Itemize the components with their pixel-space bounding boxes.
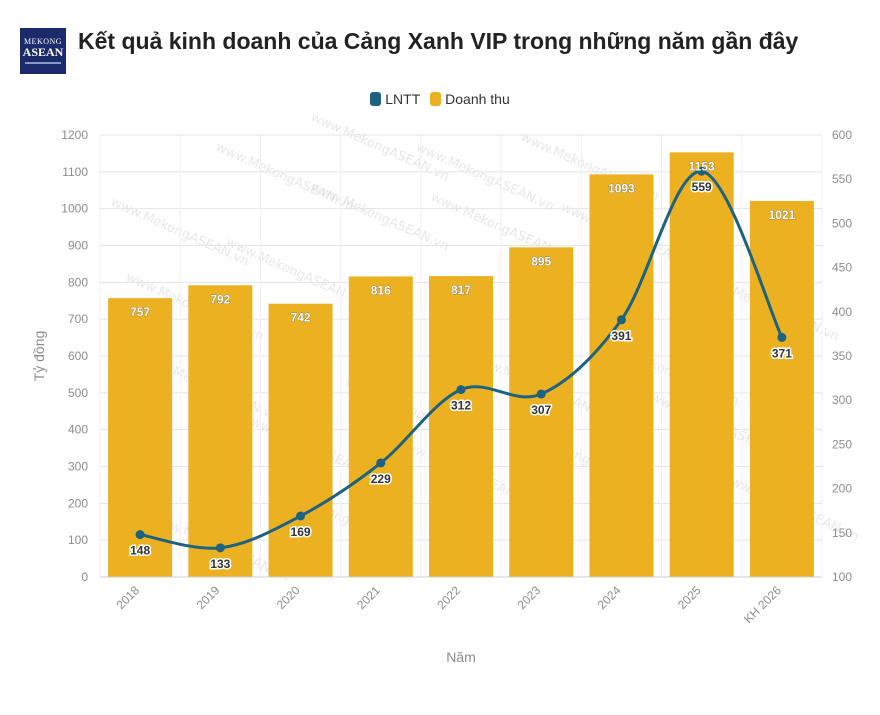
x-tick-label: 2025 xyxy=(675,583,704,612)
y2-tick-label: 150 xyxy=(832,526,852,540)
x-tick-label: KH 2026 xyxy=(741,583,784,626)
legend-swatch-doanh-thu xyxy=(430,92,442,106)
x-axis-title: Năm xyxy=(446,649,476,665)
line-value-label: 391 xyxy=(611,329,631,343)
bar-doanh-thu xyxy=(589,174,654,577)
bar-doanh-thu xyxy=(348,276,413,577)
data-labels: 757 792 742 816 817 895 1093 1153 1021 148 133 169 2… xyxy=(129,159,796,572)
bar-value-label: 1021 xyxy=(769,208,796,222)
point-lntt xyxy=(616,315,626,325)
bar-doanh-thu xyxy=(188,285,253,577)
y2-tick-label: 200 xyxy=(832,482,852,496)
y-tick-label: 1100 xyxy=(62,165,88,179)
bar-value-label: 757 xyxy=(130,305,150,319)
logo-line2: ASEAN xyxy=(22,45,64,59)
point-lntt xyxy=(777,332,787,342)
y2-tick-label: 350 xyxy=(832,349,852,363)
logo-line1: MEKONG xyxy=(23,37,63,46)
y-tick-label: 300 xyxy=(68,460,88,474)
profit-line xyxy=(135,166,787,553)
logo-rule xyxy=(25,62,61,64)
point-lntt xyxy=(376,458,386,468)
y-tick-label: 0 xyxy=(81,570,88,584)
y-tick-label: 800 xyxy=(68,275,88,289)
y-tick-label: 1000 xyxy=(61,202,88,216)
x-tick-label: 2022 xyxy=(434,583,463,612)
watermark-text: www.MekongASEAN.vn xyxy=(308,180,451,255)
chart-title: Kết quả kinh doanh của Cảng Xanh VIP tro… xyxy=(78,28,799,54)
y-tick-label: 600 xyxy=(68,349,88,363)
y-tick-label: 400 xyxy=(68,423,88,437)
x-tick-label: 2018 xyxy=(113,583,142,612)
point-lntt xyxy=(135,530,145,540)
legend-item-lntt[interactable]: LNTT xyxy=(370,91,420,107)
point-lntt xyxy=(697,166,707,176)
legend-label-lntt: LNTT xyxy=(385,91,421,107)
legend-swatch-lntt xyxy=(370,92,382,106)
line-value-label: 559 xyxy=(692,180,712,194)
y2-tick-label: 300 xyxy=(832,393,852,407)
bar-value-label: 792 xyxy=(210,292,230,306)
x-tick-label: 2021 xyxy=(354,583,383,612)
y-tick-label: 1200 xyxy=(61,128,88,142)
bar-value-label: 1153 xyxy=(689,159,715,173)
x-tick-label: 2020 xyxy=(274,583,303,612)
x-tick-label: 2024 xyxy=(595,583,624,612)
y-tick-label: 500 xyxy=(68,386,88,400)
line-value-label: 148 xyxy=(130,544,150,558)
line-value-label: 133 xyxy=(210,557,230,571)
legend: LNTT Doanh thu xyxy=(0,91,880,107)
point-lntt xyxy=(215,543,225,553)
bar-doanh-thu xyxy=(749,200,814,577)
line-value-label: 312 xyxy=(451,399,471,413)
point-lntt xyxy=(296,511,306,521)
y-tick-label: 900 xyxy=(68,239,88,253)
bar-value-label: 895 xyxy=(531,254,551,268)
mekong-asean-logo: MEKONG ASEAN xyxy=(20,28,66,74)
y2-tick-label: 400 xyxy=(832,305,852,319)
bar-doanh-thu xyxy=(268,303,333,577)
legend-item-doanh-thu[interactable]: Doanh thu xyxy=(430,91,510,107)
bar-doanh-thu xyxy=(429,276,493,577)
line-value-label: 371 xyxy=(772,346,792,360)
point-lntt xyxy=(536,389,546,399)
line-value-label: 307 xyxy=(531,403,551,417)
y2-tick-label: 600 xyxy=(832,128,852,142)
y-tick-label: 200 xyxy=(68,496,88,510)
line-value-label: 229 xyxy=(371,472,391,486)
y2-tick-label: 250 xyxy=(832,437,852,451)
bar-doanh-thu xyxy=(669,152,734,578)
point-lntt xyxy=(456,385,466,395)
bar-value-label: 1093 xyxy=(608,181,635,195)
line-value-label: 169 xyxy=(291,525,311,539)
x-tick-label: 2023 xyxy=(515,583,544,612)
y-tick-label: 700 xyxy=(68,312,88,326)
x-tick-label: 2019 xyxy=(194,583,223,612)
y-tick-label: 100 xyxy=(68,533,88,547)
bar-value-label: 817 xyxy=(451,283,471,297)
y2-tick-label: 550 xyxy=(832,172,852,186)
y2-tick-label: 500 xyxy=(832,216,852,230)
y2-tick-label: 450 xyxy=(832,261,852,275)
bar-value-label: 742 xyxy=(291,311,311,325)
bar-doanh-thu xyxy=(509,247,574,577)
bar-value-label: 816 xyxy=(371,283,391,297)
y-axis-title: Tỷ đồng xyxy=(31,331,47,382)
legend-label-doanh-thu: Doanh thu xyxy=(445,91,510,107)
y2-tick-label: 100 xyxy=(832,570,852,584)
